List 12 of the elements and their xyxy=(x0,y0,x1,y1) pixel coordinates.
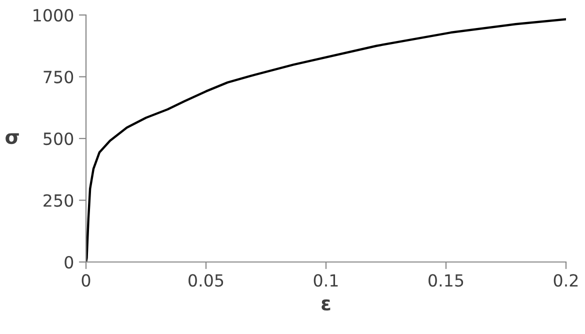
x-tick-label: 0.05 xyxy=(188,274,224,287)
y-tick-label: 750 xyxy=(44,70,74,84)
y-tick-label: 250 xyxy=(44,194,74,207)
y-axis-title: σ xyxy=(6,133,19,144)
x-tick-label: 0 xyxy=(82,274,90,287)
x-tick-label: 0.2 xyxy=(554,274,578,287)
x-tick-label: 0.15 xyxy=(428,274,464,287)
y-tick-label: 500 xyxy=(44,132,74,146)
x-tick-label: 0.1 xyxy=(314,274,338,287)
y-tick-label: 0 xyxy=(64,256,74,269)
x-axis-title: ε xyxy=(322,299,330,311)
y-tick-label: 1000 xyxy=(34,8,74,22)
